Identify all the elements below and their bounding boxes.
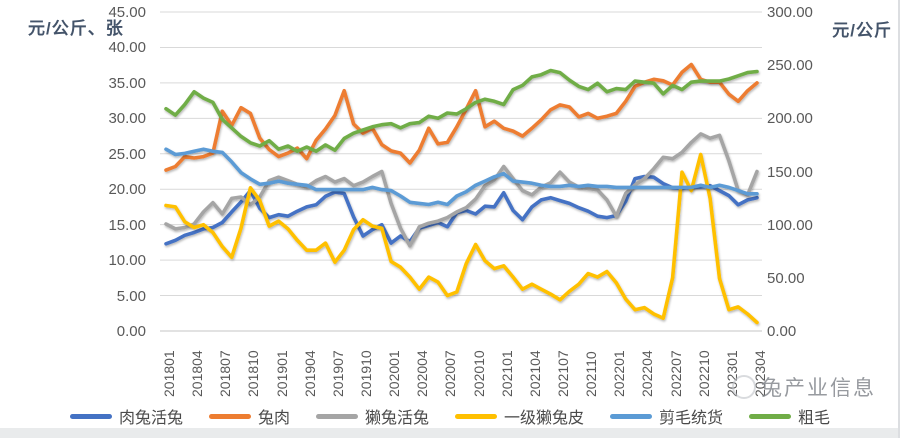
legend-item-live-meat-rabbit: 肉兔活兔 — [69, 404, 183, 428]
x-axis-tick: 201910 — [358, 350, 374, 397]
series-line-live-rex-rabbit — [164, 132, 759, 248]
x-axis-tick: 201804 — [189, 350, 206, 397]
legend-line-swatch-rabbit-meat — [208, 413, 251, 419]
legend-line-swatch-grade1-rex-pelt — [455, 413, 497, 419]
watermark-text: 兔产业信息 — [761, 377, 876, 400]
legend-item-coarse-wool: 粗毛 — [749, 404, 830, 428]
left-axis-tick: 5.00 — [116, 287, 146, 305]
legend-item-live-rex-rabbit: 獭兔活兔 — [315, 404, 429, 428]
right-axis-title: 元/公斤 — [832, 21, 892, 40]
legend-item-sheared-wool: 剪毛统货 — [610, 404, 723, 428]
x-axis-tick: 202104 — [526, 350, 543, 397]
x-axis-tick: 202204 — [639, 350, 656, 397]
right-axis-tick: 150.00 — [767, 163, 813, 181]
footer-bar — [0, 428, 900, 438]
left-axis-tick: 0.00 — [116, 323, 146, 340]
x-axis-tick: 202107 — [555, 350, 571, 397]
x-axis-tick: 202010 — [470, 350, 487, 397]
legend-label-rabbit-meat: 兔肉 — [257, 410, 290, 427]
right-axis-tick: 100.00 — [767, 216, 813, 234]
legend-label-live-rex-rabbit: 獭兔活兔 — [364, 410, 429, 427]
x-axis-tick: 202210 — [695, 350, 712, 397]
x-axis-tick: 201901 — [273, 350, 290, 397]
left-axis-tick: 10.00 — [108, 252, 146, 270]
left-axis-tick: 15.00 — [108, 216, 146, 234]
legend-line-swatch-coarse-wool — [749, 413, 792, 419]
x-axis-tick: 201801 — [161, 350, 177, 397]
x-axis-tick: 202004 — [414, 350, 431, 397]
x-axis-tick: 202110 — [583, 351, 600, 397]
legend-item-grade1-rex-pelt: 一级獭兔皮 — [455, 404, 584, 428]
right-axis-tick: 50.00 — [767, 269, 805, 287]
x-axis-tick: 202101 — [498, 350, 515, 397]
series-line-coarse-wool — [164, 68, 759, 154]
legend-label-sheared-wool: 剪毛统货 — [659, 410, 724, 427]
chart-legend: 肉兔活兔 兔肉 獭兔活兔 一级獭兔皮 剪毛统货 粗毛 — [0, 404, 900, 428]
left-axis-tick: 20.00 — [108, 181, 146, 199]
page-right-border — [898, 0, 900, 438]
legend-label-grade1-rex-pelt: 一级獭兔皮 — [504, 410, 585, 427]
right-axis-tick: 300.00 — [767, 4, 813, 21]
x-axis-tick: 201907 — [329, 350, 346, 397]
right-axis-tick: 250.00 — [767, 57, 813, 75]
left-axis-title: 元/公斤、张 — [28, 19, 124, 38]
left-axis-tick: 35.00 — [108, 74, 146, 92]
x-axis-tick: 202201 — [611, 350, 628, 397]
legend-label-coarse-wool: 粗毛 — [798, 410, 831, 427]
legend-label-live-meat-rabbit: 肉兔活兔 — [118, 410, 183, 427]
right-axis-tick: 200.00 — [767, 110, 813, 128]
legend-item-rabbit-meat: 兔肉 — [208, 404, 290, 428]
legend-line-swatch-live-rex-rabbit — [315, 413, 358, 419]
left-axis-tick: 45.00 — [108, 4, 146, 21]
rabbit-logo-icon — [732, 375, 756, 399]
right-axis-tick: 0.00 — [767, 323, 797, 340]
legend-line-swatch-sheared-wool — [610, 413, 653, 419]
x-axis-tick: 201810 — [245, 350, 262, 397]
left-axis-tick: 25.00 — [108, 145, 146, 163]
x-axis-tick: 201807 — [217, 350, 234, 397]
x-axis-tick: 202001 — [386, 350, 403, 397]
series-line-grade1-rex-pelt — [164, 152, 759, 325]
legend-line-swatch-live-meat-rabbit — [69, 413, 112, 419]
x-axis-tick: 201904 — [301, 350, 318, 397]
series-line-sheared-wool — [164, 147, 759, 207]
left-axis-tick: 40.00 — [108, 39, 146, 57]
watermark: 兔产业信息 — [732, 372, 876, 402]
x-axis-tick: 202207 — [667, 350, 684, 397]
x-axis-tick: 202007 — [442, 350, 459, 397]
left-axis-tick: 30.00 — [108, 110, 146, 128]
